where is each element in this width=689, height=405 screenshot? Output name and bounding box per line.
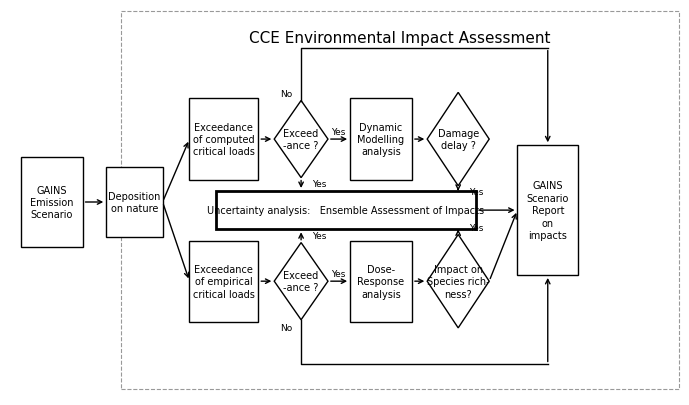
Text: Yes: Yes	[312, 231, 327, 240]
Text: CCE Environmental Impact Assessment: CCE Environmental Impact Assessment	[249, 31, 551, 46]
Text: Exceedance
of empirical
critical loads: Exceedance of empirical critical loads	[193, 264, 255, 299]
Polygon shape	[427, 93, 489, 186]
Polygon shape	[427, 235, 489, 328]
Text: Dynamic
Modelling
analysis: Dynamic Modelling analysis	[358, 122, 404, 157]
Text: Deposition
on nature: Deposition on nature	[108, 191, 161, 214]
Text: Impact on
Species rich-
ness?: Impact on Species rich- ness?	[427, 264, 489, 299]
Bar	[350, 241, 412, 322]
Text: No: No	[280, 323, 292, 332]
Text: Yes: Yes	[331, 270, 346, 279]
Text: Yes: Yes	[469, 223, 484, 232]
Bar	[216, 192, 476, 230]
Bar	[189, 241, 258, 322]
Text: Yes: Yes	[331, 128, 346, 137]
Text: Yes: Yes	[469, 188, 484, 197]
Bar	[106, 168, 163, 237]
Bar	[189, 99, 258, 180]
Text: GAINS
Scenario
Report
on
impacts: GAINS Scenario Report on impacts	[526, 181, 569, 240]
Bar	[350, 99, 412, 180]
Bar	[517, 146, 578, 275]
Text: Exceed
-ance ?: Exceed -ance ?	[283, 270, 319, 293]
Text: Exceed
-ance ?: Exceed -ance ?	[283, 128, 319, 151]
Polygon shape	[274, 101, 328, 178]
Bar	[121, 12, 679, 389]
Text: Uncertainty analysis:   Ensemble Assessment of Impacts: Uncertainty analysis: Ensemble Assessmen…	[207, 206, 484, 215]
Text: Yes: Yes	[312, 180, 327, 189]
Text: Damage
delay ?: Damage delay ?	[438, 128, 479, 151]
Polygon shape	[274, 243, 328, 320]
Text: No: No	[280, 90, 292, 98]
Bar	[21, 158, 83, 247]
Text: Exceedance
of computed
critical loads: Exceedance of computed critical loads	[193, 122, 255, 157]
Text: Dose-
Response
analysis: Dose- Response analysis	[358, 264, 404, 299]
Text: GAINS
Emission
Scenario: GAINS Emission Scenario	[30, 185, 74, 220]
